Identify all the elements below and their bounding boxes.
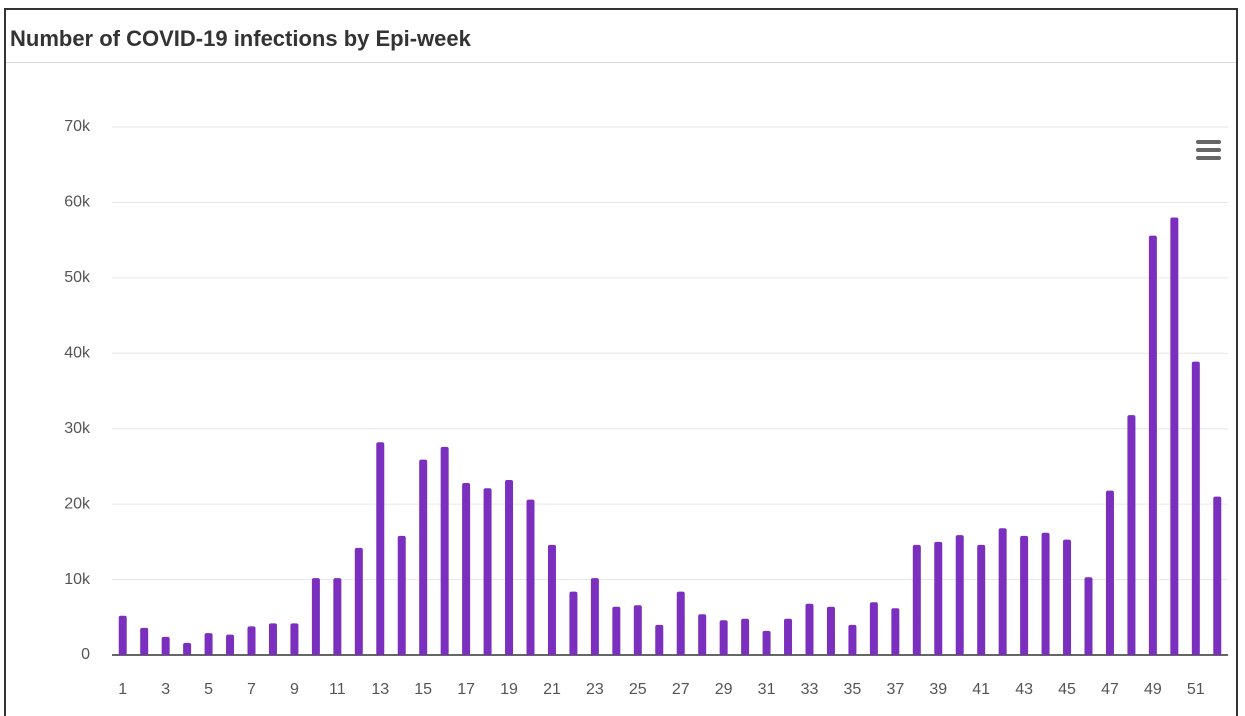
- bar: [547, 544, 556, 655]
- bar: [483, 488, 492, 655]
- x-tick-label: 15: [414, 681, 432, 698]
- bar: [376, 442, 385, 655]
- x-tick-label: 7: [247, 681, 256, 698]
- bar: [268, 623, 277, 655]
- x-tick-label: 51: [1187, 681, 1205, 698]
- bar: [247, 626, 256, 655]
- bar: [354, 547, 363, 655]
- x-tick-label: 13: [371, 681, 389, 698]
- y-tick-label: 0: [81, 646, 90, 663]
- bar: [977, 544, 986, 655]
- x-tick-label: 49: [1144, 681, 1162, 698]
- bar: [1191, 361, 1200, 655]
- x-tick-label: 23: [586, 681, 604, 698]
- x-tick-label: 29: [715, 681, 733, 698]
- bar: [118, 615, 127, 655]
- x-tick-label: 1: [118, 681, 127, 698]
- bar: [784, 618, 793, 655]
- bar: [1063, 539, 1072, 655]
- bar: [998, 528, 1007, 655]
- bar: [183, 642, 192, 655]
- bar: [805, 603, 814, 655]
- x-tick-label: 35: [844, 681, 862, 698]
- bar: [676, 591, 685, 655]
- bar: [762, 630, 771, 655]
- x-tick-label: 11: [329, 681, 346, 698]
- y-tick-label: 40k: [64, 345, 91, 362]
- y-tick-label: 50k: [64, 269, 91, 286]
- x-tick-label: 43: [1015, 681, 1033, 698]
- bar: [655, 624, 664, 655]
- bar: [590, 578, 599, 655]
- x-tick-label: 21: [543, 681, 561, 698]
- x-tick-label: 25: [629, 681, 647, 698]
- bar: [440, 446, 449, 655]
- bar: [912, 544, 921, 655]
- x-tick-label: 41: [972, 681, 990, 698]
- x-tick-label: 31: [758, 681, 776, 698]
- bar: [419, 459, 428, 655]
- bar: [826, 606, 835, 655]
- bar: [934, 541, 943, 655]
- x-tick-label: 39: [929, 681, 947, 698]
- bar: [204, 633, 213, 655]
- bar: [1084, 577, 1093, 655]
- x-tick-label: 3: [161, 681, 170, 698]
- x-tick-label: 27: [672, 681, 690, 698]
- bar: [741, 618, 750, 655]
- bar: [140, 627, 149, 655]
- bar: [848, 624, 857, 655]
- bar: [633, 605, 642, 655]
- x-tick-label: 33: [801, 681, 819, 698]
- chart-title: Number of COVID-19 infections by Epi-wee…: [10, 26, 471, 51]
- y-tick-label: 20k: [64, 495, 91, 512]
- x-tick-label: 45: [1058, 681, 1076, 698]
- x-tick-label: 37: [886, 681, 904, 698]
- bar: [290, 623, 299, 655]
- bar: [311, 578, 320, 655]
- y-tick-label: 60k: [64, 194, 91, 211]
- bar: [333, 578, 342, 655]
- y-tick-label: 30k: [64, 420, 91, 437]
- bar: [891, 608, 900, 655]
- bar: [462, 483, 471, 655]
- bar: [719, 620, 728, 655]
- bar: [1105, 490, 1114, 655]
- bar: [1020, 535, 1029, 655]
- bar: [869, 602, 878, 655]
- bar: [1127, 415, 1136, 655]
- x-tick-label: 19: [500, 681, 518, 698]
- bar: [161, 636, 170, 655]
- bar: [397, 535, 406, 655]
- x-tick-label: 17: [457, 681, 475, 698]
- chart-header: Number of COVID-19 infections by Epi-wee…: [6, 10, 1236, 63]
- bar: [1041, 532, 1050, 655]
- bar: [1148, 235, 1157, 656]
- bar: [955, 535, 964, 655]
- chart-frame: Number of COVID-19 infections by Epi-wee…: [4, 8, 1238, 716]
- bar: [698, 614, 707, 655]
- y-tick-label: 10k: [64, 571, 91, 588]
- bar: [226, 634, 235, 655]
- y-tick-label: 70k: [64, 118, 91, 135]
- x-tick-label: 5: [204, 681, 213, 698]
- bar: [612, 606, 621, 655]
- bar: [569, 591, 578, 655]
- bar: [505, 480, 514, 655]
- bar: [1213, 496, 1222, 655]
- bar: [1170, 217, 1179, 655]
- bar: [526, 499, 535, 655]
- x-tick-label: 47: [1101, 681, 1119, 698]
- menu-icon[interactable]: [1196, 140, 1221, 160]
- x-tick-label: 9: [290, 681, 299, 698]
